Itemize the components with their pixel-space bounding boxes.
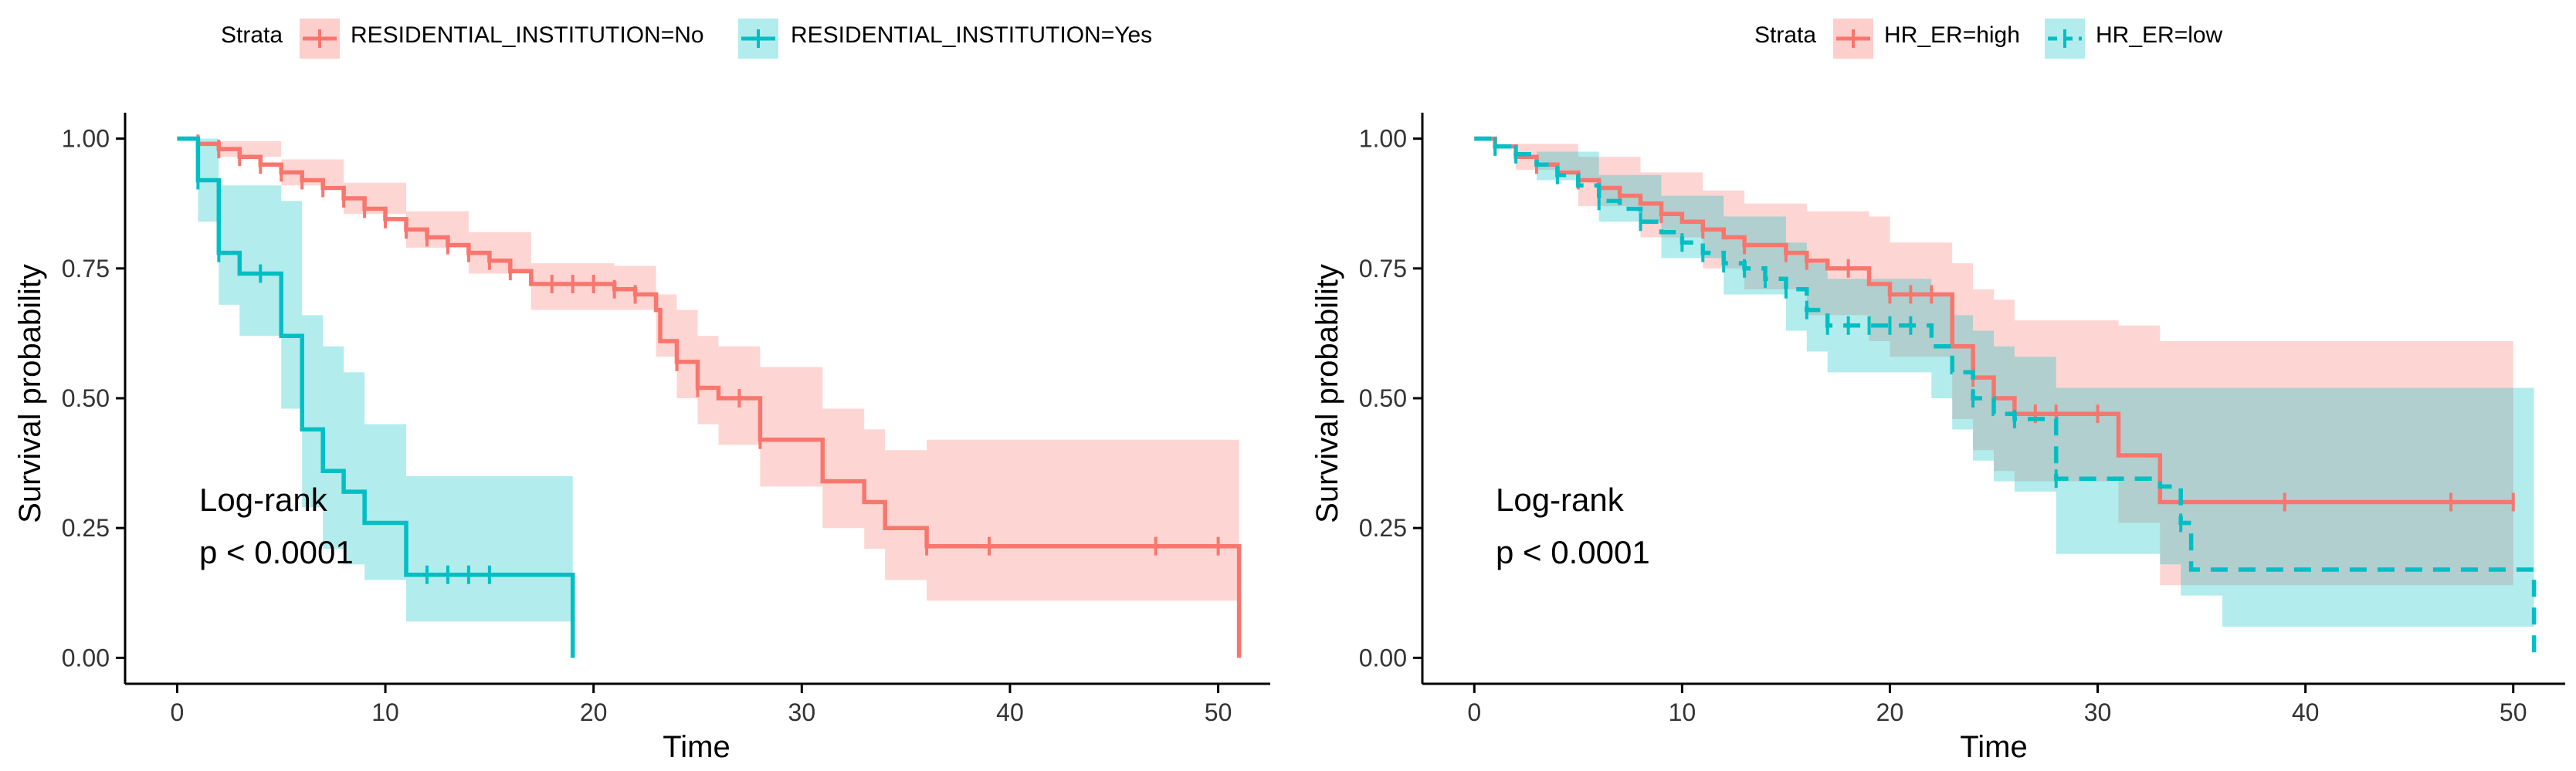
axes: 0 10 20 30 40 50 0.00 0.25 0.50 0.75 1.00 [62, 113, 1270, 726]
legend: Strata HR_ER=high HR_ER=low [1754, 19, 2223, 59]
legend-key-0 [300, 19, 340, 59]
y-tick-label: 0.00 [62, 644, 110, 671]
x-tick-label: 0 [1467, 698, 1481, 726]
y-tick-label: 0.50 [62, 384, 110, 412]
legend-key-0 [1833, 19, 1873, 59]
y-axis-title: Survival probability [13, 264, 47, 523]
y-tick-label: 0.75 [1359, 255, 1407, 282]
axes: 0 10 20 30 40 50 0.00 0.25 0.50 0.75 1.00 [1359, 113, 2565, 726]
y-tick-label: 1.00 [62, 125, 110, 153]
y-tick-label: 0.00 [1359, 644, 1407, 671]
x-axis-title: Time [1960, 730, 2027, 764]
x-tick-label: 30 [788, 698, 816, 726]
x-tick-label: 50 [2500, 698, 2527, 726]
x-tick-label: 10 [371, 698, 399, 726]
legend-key-1 [2045, 19, 2085, 59]
confidence-band-1 [1474, 138, 2534, 627]
x-tick-label: 20 [580, 698, 608, 726]
legend-label-0: HR_ER=high [1884, 22, 2020, 48]
legend-key-1 [738, 19, 778, 59]
survival-curve-1 [177, 136, 575, 658]
y-tick-label: 0.25 [62, 514, 110, 542]
annotation-line-1: Log-rank [1496, 482, 1625, 518]
confidence-band-0 [1474, 138, 2513, 586]
x-tick-label: 40 [2292, 698, 2320, 726]
y-tick-label: 1.00 [1359, 125, 1407, 153]
legend: Strata RESIDENTIAL_INSTITUTION=No RESIDE… [221, 19, 1152, 59]
annotation-line-2: p < 0.0001 [199, 534, 354, 570]
y-tick-label: 0.50 [1359, 384, 1407, 412]
plot-area [177, 134, 1242, 658]
annotation-line-2: p < 0.0001 [1496, 534, 1650, 570]
x-tick-label: 40 [996, 698, 1024, 726]
confidence-band-1 [177, 138, 573, 622]
x-tick-label: 30 [2084, 698, 2112, 726]
panel-hr-er: Strata HR_ER=high HR_ER=low 0 10 20 30 40 500… [1310, 19, 2565, 764]
x-tick-label: 0 [171, 698, 185, 726]
x-axis-title: Time [663, 730, 730, 764]
x-tick-label: 10 [1669, 698, 1696, 726]
legend-title: Strata [221, 22, 283, 48]
legend-title: Strata [1754, 22, 1816, 48]
y-axis-title: Survival probability [1310, 264, 1344, 523]
plot-area [1474, 136, 2537, 658]
survival-curve-1 [1474, 136, 2537, 658]
legend-label-1: RESIDENTIAL_INSTITUTION=Yes [791, 22, 1152, 48]
annotation-line-1: Log-rank [199, 482, 328, 518]
y-tick-label: 0.75 [62, 255, 110, 282]
legend-label-1: HR_ER=low [2096, 22, 2223, 48]
y-tick-label: 0.25 [1359, 514, 1407, 542]
panel-residential-institution: Strata RESIDENTIAL_INSTITUTION=No RESIDE… [13, 19, 1270, 764]
legend-label-0: RESIDENTIAL_INSTITUTION=No [351, 22, 704, 48]
x-tick-label: 20 [1876, 698, 1904, 726]
confidence-band-0 [177, 138, 1239, 601]
x-tick-label: 50 [1205, 698, 1232, 726]
